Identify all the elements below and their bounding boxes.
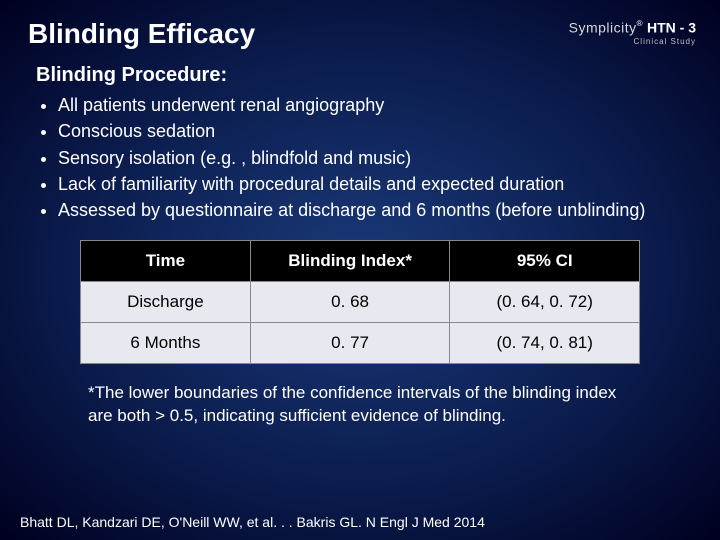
table-cell: 0. 77 — [250, 323, 450, 364]
citation-text: Bhatt DL, Kandzari DE, O'Neill WW, et al… — [20, 514, 485, 530]
table-cell: (0. 74, 0. 81) — [450, 323, 640, 364]
col-header: 95% CI — [450, 241, 640, 282]
table-cell: Discharge — [81, 282, 251, 323]
list-item: Sensory isolation (e.g. , blindfold and … — [58, 146, 666, 170]
logo-reg: ® — [637, 19, 643, 28]
col-header: Time — [81, 241, 251, 282]
logo-subline: Clinical Study — [569, 38, 696, 46]
logo-brand: Symplicity — [569, 19, 637, 35]
table-row: 6 Months 0. 77 (0. 74, 0. 81) — [81, 323, 640, 364]
slide-subtitle: Blinding Procedure: — [36, 64, 692, 87]
list-item: All patients underwent renal angiography — [58, 93, 666, 117]
table-cell: (0. 64, 0. 72) — [450, 282, 640, 323]
logo-study: HTN - 3 — [647, 19, 696, 35]
study-logo: Symplicity® HTN - 3 Clinical Study — [569, 20, 696, 46]
col-header: Blinding Index* — [250, 241, 450, 282]
table-header-row: Time Blinding Index* 95% CI — [81, 241, 640, 282]
list-item: Conscious sedation — [58, 119, 666, 143]
blinding-table: Time Blinding Index* 95% CI Discharge 0.… — [80, 240, 640, 364]
table-cell: 6 Months — [81, 323, 251, 364]
footnote-text: *The lower boundaries of the confidence … — [88, 382, 632, 426]
list-item: Assessed by questionnaire at discharge a… — [58, 198, 666, 222]
table-cell: 0. 68 — [250, 282, 450, 323]
list-item: Lack of familiarity with procedural deta… — [58, 172, 666, 196]
bullet-list: All patients underwent renal angiography… — [36, 93, 666, 222]
table-row: Discharge 0. 68 (0. 64, 0. 72) — [81, 282, 640, 323]
